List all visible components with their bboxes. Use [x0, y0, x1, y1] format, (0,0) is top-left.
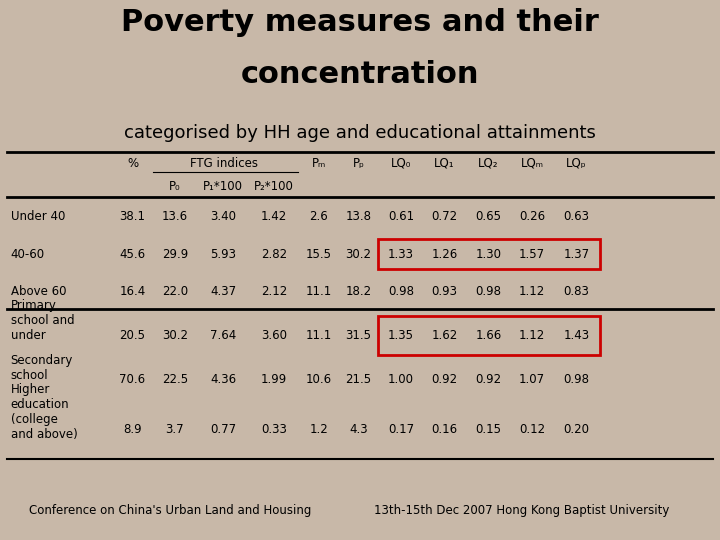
Text: 0.93: 0.93	[432, 285, 458, 298]
Text: 40-60: 40-60	[11, 248, 45, 261]
Text: 22.0: 22.0	[162, 285, 188, 298]
Text: LQ₀: LQ₀	[391, 157, 411, 170]
Text: 13.8: 13.8	[346, 210, 372, 224]
Text: 30.2: 30.2	[162, 329, 188, 342]
Text: 0.83: 0.83	[563, 285, 589, 298]
Text: concentration: concentration	[240, 60, 480, 90]
Text: 38.1: 38.1	[120, 210, 145, 224]
Text: Primary
school and
under: Primary school and under	[11, 299, 74, 342]
Text: FTG indices: FTG indices	[190, 157, 258, 170]
Text: 13.6: 13.6	[162, 210, 188, 224]
Text: Pₚ: Pₚ	[353, 157, 364, 170]
Text: 4.3: 4.3	[349, 423, 368, 436]
Text: 0.72: 0.72	[431, 210, 458, 224]
Text: 1.00: 1.00	[388, 373, 414, 386]
Text: 1.07: 1.07	[519, 373, 545, 386]
Text: LQ₁: LQ₁	[434, 157, 455, 170]
Text: Above 60: Above 60	[11, 285, 66, 298]
Text: 0.17: 0.17	[388, 423, 414, 436]
Text: 3.60: 3.60	[261, 329, 287, 342]
Text: 13th-15th Dec 2007 Hong Kong Baptist University: 13th-15th Dec 2007 Hong Kong Baptist Uni…	[374, 504, 670, 517]
Text: 0.20: 0.20	[563, 423, 589, 436]
Text: 1.99: 1.99	[261, 373, 287, 386]
Text: 0.12: 0.12	[519, 423, 545, 436]
Text: 20.5: 20.5	[120, 329, 145, 342]
Text: 1.35: 1.35	[388, 329, 414, 342]
Text: 1.42: 1.42	[261, 210, 287, 224]
Text: 22.5: 22.5	[162, 373, 188, 386]
Text: 15.5: 15.5	[306, 248, 332, 261]
Text: Under 40: Under 40	[11, 210, 65, 224]
Text: 0.98: 0.98	[388, 285, 414, 298]
Text: 1.12: 1.12	[519, 285, 545, 298]
Text: Pₘ: Pₘ	[312, 157, 326, 170]
Text: 0.15: 0.15	[475, 423, 501, 436]
Text: 0.33: 0.33	[261, 423, 287, 436]
Text: 70.6: 70.6	[120, 373, 145, 386]
Text: LQₚ: LQₚ	[566, 157, 587, 170]
Text: P₁*100: P₁*100	[203, 180, 243, 193]
Text: Secondary
school: Secondary school	[11, 354, 73, 382]
Text: 0.92: 0.92	[475, 373, 502, 386]
Text: 1.66: 1.66	[475, 329, 502, 342]
Text: 1.2: 1.2	[310, 423, 328, 436]
Text: 2.12: 2.12	[261, 285, 287, 298]
Text: Conference on China's Urban Land and Housing: Conference on China's Urban Land and Hou…	[29, 504, 311, 517]
Text: 3.40: 3.40	[210, 210, 236, 224]
Text: 1.37: 1.37	[563, 248, 590, 261]
Text: P₂*100: P₂*100	[254, 180, 294, 193]
Text: 0.92: 0.92	[431, 373, 458, 386]
Text: LQₘ: LQₘ	[521, 157, 544, 170]
Text: 0.63: 0.63	[563, 210, 589, 224]
Text: 1.12: 1.12	[519, 329, 545, 342]
Text: 31.5: 31.5	[346, 329, 372, 342]
Text: 0.98: 0.98	[475, 285, 501, 298]
Text: 30.2: 30.2	[346, 248, 372, 261]
Text: 0.26: 0.26	[519, 210, 545, 224]
Text: 2.6: 2.6	[310, 210, 328, 224]
Text: 7.64: 7.64	[210, 329, 236, 342]
Text: categorised by HH age and educational attainments: categorised by HH age and educational at…	[124, 124, 596, 142]
Text: 0.61: 0.61	[388, 210, 414, 224]
Text: Higher
education
(college
and above): Higher education (college and above)	[11, 382, 78, 441]
Text: 18.2: 18.2	[346, 285, 372, 298]
Text: 1.30: 1.30	[475, 248, 501, 261]
Text: 0.16: 0.16	[431, 423, 458, 436]
Text: 8.9: 8.9	[123, 423, 142, 436]
Text: 2.82: 2.82	[261, 248, 287, 261]
Text: 45.6: 45.6	[120, 248, 145, 261]
Text: LQ₂: LQ₂	[478, 157, 499, 170]
Text: 1.57: 1.57	[519, 248, 545, 261]
Text: 1.33: 1.33	[388, 248, 414, 261]
Text: 0.77: 0.77	[210, 423, 236, 436]
Text: 1.62: 1.62	[431, 329, 458, 342]
Text: 11.1: 11.1	[305, 329, 332, 342]
Text: 21.5: 21.5	[346, 373, 372, 386]
Text: 29.9: 29.9	[162, 248, 188, 261]
Text: 4.36: 4.36	[210, 373, 236, 386]
Text: 3.7: 3.7	[166, 423, 184, 436]
Text: P₀: P₀	[169, 180, 181, 193]
Text: 0.98: 0.98	[563, 373, 589, 386]
Text: 4.37: 4.37	[210, 285, 236, 298]
Text: 11.1: 11.1	[305, 285, 332, 298]
Text: 16.4: 16.4	[120, 285, 145, 298]
Text: Poverty measures and their: Poverty measures and their	[121, 8, 599, 37]
Text: %: %	[127, 157, 138, 170]
Text: 1.43: 1.43	[563, 329, 590, 342]
Text: 10.6: 10.6	[306, 373, 332, 386]
Text: 1.26: 1.26	[431, 248, 458, 261]
Text: 5.93: 5.93	[210, 248, 236, 261]
Text: 0.65: 0.65	[475, 210, 501, 224]
